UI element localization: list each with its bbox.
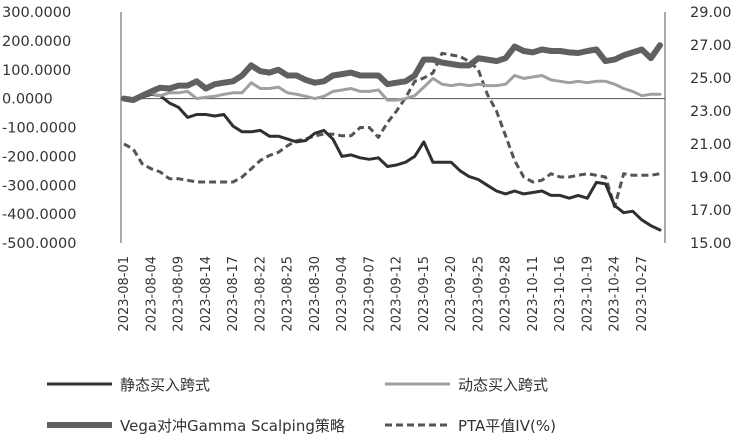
right-tick-label: 21.00 xyxy=(690,137,732,153)
x-tick-label: 2023-10-16 xyxy=(553,256,568,332)
chart-axes xyxy=(120,12,666,243)
x-tick-label: 2023-08-09 xyxy=(172,256,187,332)
x-tick-label: 2023-09-15 xyxy=(417,256,432,332)
left-tick-label: 0.0000 xyxy=(2,92,53,108)
x-tick-label: 2023-08-22 xyxy=(253,256,268,332)
right-tick-label: 15.00 xyxy=(690,236,732,252)
left-tick-label: -200.0000 xyxy=(2,149,76,165)
x-tick-label: 2023-09-28 xyxy=(499,256,514,332)
right-tick-label: 23.00 xyxy=(690,104,732,120)
right-tick-label: 27.00 xyxy=(690,38,732,54)
x-tick-label: 2023-09-12 xyxy=(390,256,405,332)
x-tick-label: 2023-09-25 xyxy=(471,256,486,332)
x-tick-label: 2023-10-19 xyxy=(580,256,595,332)
right-tick-label: 25.00 xyxy=(690,71,732,87)
right-tick-label: 17.00 xyxy=(690,203,732,219)
series-lines xyxy=(121,42,663,232)
x-tick-label: 2023-10-11 xyxy=(526,256,541,332)
x-tick-label: 2023-08-25 xyxy=(281,256,296,332)
right-tick-label: 29.00 xyxy=(690,5,732,21)
x-tick-label: 2023-08-04 xyxy=(144,256,159,332)
left-tick-label: -400.0000 xyxy=(2,207,76,223)
series-line-1 xyxy=(122,74,662,102)
x-tick-label: 2023-08-14 xyxy=(199,256,214,332)
x-tick-label: 2023-09-07 xyxy=(362,256,377,332)
left-tick-label: -300.0000 xyxy=(2,178,76,194)
series-line-0 xyxy=(122,92,662,232)
series-line-2 xyxy=(121,42,663,104)
legend-label-static-straddle: 静态买入跨式 xyxy=(120,376,210,394)
legend-label-dynamic-straddle: 动态买入跨式 xyxy=(458,376,548,394)
x-tick-label: 2023-08-30 xyxy=(308,256,323,332)
right-tick-label: 19.00 xyxy=(690,170,732,186)
x-tick-label: 2023-09-04 xyxy=(335,256,350,332)
legend-label-vega-hedge-gamma-scalping: Vega对冲Gamma Scalping策略 xyxy=(120,417,345,435)
x-tick-label: 2023-08-01 xyxy=(117,256,132,332)
x-axis-tick-labels: 2023-08-01 2023-08-04 2023-08-09 2023-08-14… xyxy=(117,256,650,332)
x-tick-label: 2023-09-20 xyxy=(444,256,459,332)
legend: 静态买入跨式 动态买入跨式 Vega对冲Gamma Scalping策略 PTA… xyxy=(47,376,556,435)
left-tick-label: 100.0000 xyxy=(2,63,71,79)
legend-label-pta-atm-iv: PTA平值IV(%) xyxy=(458,417,556,435)
x-tick-label: 2023-08-17 xyxy=(226,256,241,332)
right-axis-tick-labels: 29.00 27.00 25.00 23.00 21.00 19.00 17.00 15.00 xyxy=(690,5,732,252)
x-tick-label: 2023-10-24 xyxy=(608,256,623,332)
series-line-3 xyxy=(123,51,661,209)
left-tick-label: 200.0000 xyxy=(2,34,71,50)
left-tick-label: -500.0000 xyxy=(2,236,76,252)
x-tick-label: 2023-10-27 xyxy=(635,256,650,332)
left-axis-tick-labels: 300.0000 200.0000 100.0000 0.0000 -100.0000 -… xyxy=(2,5,76,252)
left-tick-label: -100.0000 xyxy=(2,121,76,137)
left-tick-label: 300.0000 xyxy=(2,5,71,21)
